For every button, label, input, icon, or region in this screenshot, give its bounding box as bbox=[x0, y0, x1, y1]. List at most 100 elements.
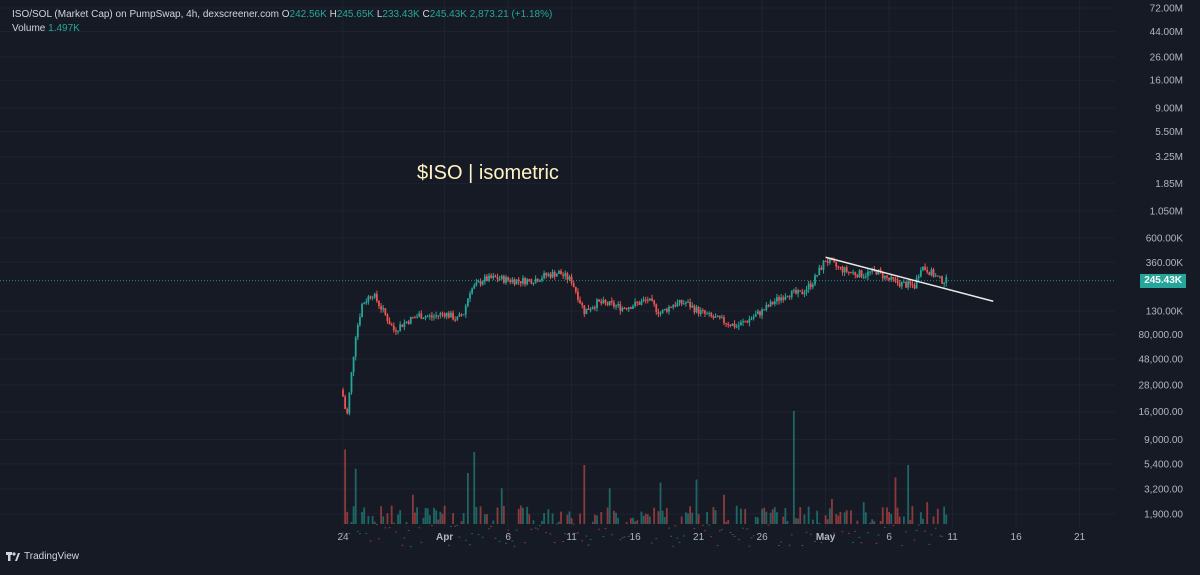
volume-bar bbox=[767, 524, 770, 526]
y-tick-label: 3.25M bbox=[1155, 152, 1183, 163]
candle-body bbox=[672, 305, 675, 308]
candle-body bbox=[752, 316, 755, 319]
candle-body bbox=[519, 281, 522, 284]
symbol-label[interactable]: ISO/SOL (Market Cap) on PumpSwap, 4h, de… bbox=[12, 9, 279, 20]
candle-body bbox=[420, 313, 423, 319]
volume-bar bbox=[803, 514, 806, 524]
candle-body bbox=[659, 313, 662, 315]
volume-bar bbox=[644, 513, 647, 524]
volume-bar bbox=[786, 521, 789, 524]
candle-body bbox=[356, 325, 359, 338]
volume-bar bbox=[778, 545, 780, 547]
candle-body bbox=[754, 314, 757, 317]
candle-body bbox=[466, 298, 469, 306]
candle-body bbox=[685, 302, 687, 304]
volume-bar bbox=[640, 511, 643, 524]
low-label: L bbox=[376, 9, 383, 20]
candle-body bbox=[941, 276, 943, 284]
candle-body bbox=[354, 337, 357, 357]
volume-bar bbox=[723, 494, 725, 524]
candle-body bbox=[930, 269, 933, 276]
volume-bar bbox=[807, 506, 810, 524]
candle-body bbox=[566, 273, 569, 280]
candle-body bbox=[346, 408, 349, 414]
candle-body bbox=[763, 309, 766, 311]
volume-bar bbox=[737, 539, 740, 541]
candle-body bbox=[447, 312, 450, 318]
high-value: 245.65K bbox=[336, 9, 375, 20]
candle-body bbox=[555, 273, 558, 277]
volume-bar bbox=[371, 516, 374, 524]
volume-bar bbox=[752, 535, 755, 537]
y-tick-label: 1.85M bbox=[1155, 179, 1183, 190]
candle-body bbox=[564, 273, 567, 276]
current-price-badge: 245.43K bbox=[1140, 273, 1186, 288]
volume-bar bbox=[384, 527, 387, 529]
volume-bar bbox=[538, 525, 541, 527]
candle-body bbox=[744, 321, 747, 323]
volume-bar bbox=[399, 510, 402, 524]
candle-body bbox=[596, 299, 598, 308]
candle-body bbox=[706, 313, 708, 315]
brand-label: TradingView bbox=[24, 551, 80, 562]
text-annotation[interactable]: $ISO | isometric bbox=[417, 162, 559, 184]
candle-body bbox=[350, 372, 353, 393]
candle-body bbox=[348, 392, 351, 414]
volume-bar bbox=[837, 515, 840, 524]
candle-body bbox=[547, 273, 550, 276]
volume-bar bbox=[710, 536, 713, 538]
volume-bar bbox=[536, 528, 539, 530]
y-tick-label: 130.00K bbox=[1146, 307, 1184, 318]
volume-bar bbox=[610, 534, 613, 536]
candle-body bbox=[613, 302, 615, 307]
volume-bar bbox=[356, 530, 359, 532]
volume-bar bbox=[862, 502, 865, 524]
volume-bar bbox=[691, 512, 694, 524]
volume-bar bbox=[441, 513, 444, 524]
volume-bar bbox=[881, 507, 884, 524]
x-tick-label: May bbox=[816, 532, 836, 543]
volume-bar bbox=[458, 536, 461, 538]
volume-bar bbox=[729, 531, 732, 533]
candle-body bbox=[405, 321, 408, 323]
volume-bar bbox=[496, 507, 499, 524]
volume-bar bbox=[558, 521, 560, 524]
candle-body bbox=[392, 325, 395, 331]
volume-bar bbox=[936, 508, 939, 524]
close-value: 245.43K bbox=[429, 9, 467, 20]
volume-bar bbox=[382, 516, 385, 524]
candle-body bbox=[693, 305, 696, 313]
tradingview-brand[interactable]: TradingView bbox=[6, 551, 79, 562]
volume-bar bbox=[939, 535, 941, 537]
y-axis: 72.00M 44.00M 26.00M 16.00M 9.00M 5.50M 3.25M 1… bbox=[1139, 4, 1184, 521]
candle-body bbox=[731, 323, 734, 326]
volume-bar bbox=[593, 514, 596, 524]
volume-bar bbox=[665, 508, 668, 524]
candle-body bbox=[450, 312, 452, 318]
volume-bar bbox=[820, 542, 823, 544]
candle-body bbox=[604, 300, 607, 303]
candle-body bbox=[945, 277, 948, 283]
candle-body bbox=[886, 275, 888, 278]
candle-body bbox=[879, 269, 882, 272]
candle-body bbox=[782, 297, 785, 300]
volume-bar bbox=[706, 511, 708, 524]
volume-bar bbox=[720, 529, 723, 531]
candle-body bbox=[877, 269, 880, 275]
volume-bar bbox=[365, 532, 368, 534]
volume-bar bbox=[761, 508, 763, 524]
volume-bar bbox=[769, 512, 772, 524]
volume-bar bbox=[361, 512, 363, 524]
volume-label[interactable]: Volume bbox=[12, 23, 46, 34]
volume-bar bbox=[621, 537, 624, 539]
candle-body bbox=[790, 290, 793, 298]
volume-bar bbox=[502, 506, 505, 524]
candle-body bbox=[367, 296, 370, 302]
volume-bar bbox=[350, 522, 353, 524]
x-tick-label: 6 bbox=[505, 532, 511, 543]
volume-bar bbox=[869, 522, 871, 524]
x-tick-label: 6 bbox=[886, 532, 892, 543]
volume-bar bbox=[689, 506, 692, 524]
